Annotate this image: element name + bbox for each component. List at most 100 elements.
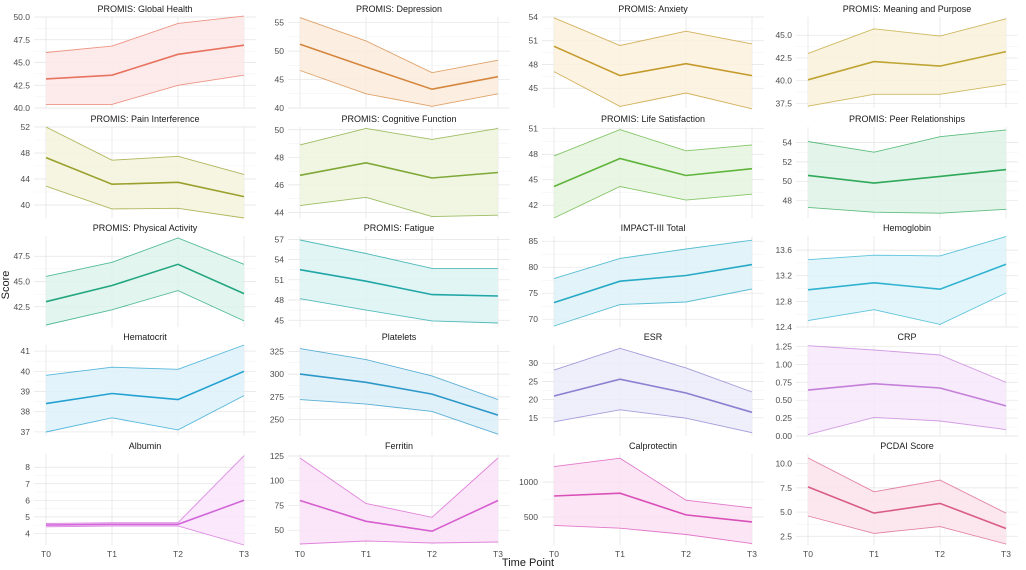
- y-tick-label: 75: [275, 500, 285, 510]
- y-tick-label: 48: [275, 152, 285, 162]
- lower-bound-line: [46, 74, 245, 105]
- ci-ribbon: [808, 129, 1006, 214]
- panel-title: PROMIS: Cognitive Function: [341, 114, 456, 124]
- y-tick-label: 5.0: [780, 507, 792, 517]
- mean-line: [807, 486, 1007, 530]
- y-tick-label: 75: [529, 288, 539, 298]
- y-tick-label: 54: [783, 137, 793, 147]
- lower-bound-line: [299, 70, 499, 107]
- y-tick-label: 0.75: [775, 377, 792, 387]
- y-tick-label: 25: [529, 376, 539, 386]
- y-tick-label: 42.5: [13, 302, 30, 312]
- panel-17: Albumin 4 5 6 7 8 T0 T1 T2 T3: [25, 441, 256, 559]
- y-tick-label: 12.4: [775, 322, 792, 332]
- lower-bound-line: [45, 525, 245, 546]
- mean-line: [553, 492, 753, 523]
- mean-line: [807, 168, 1007, 184]
- y-tick-label: 13.2: [775, 271, 792, 281]
- panel-title: IMPACT-III Total: [621, 223, 686, 233]
- lower-bound-line: [553, 524, 753, 545]
- y-tick-label: 0.50: [775, 395, 792, 405]
- panel-13: Hematocrit 37 38 39 40 41: [21, 332, 256, 437]
- x-axis-label: Time Point: [502, 557, 554, 569]
- mean-line: [45, 156, 245, 198]
- panel-19: Calprotectin 500 1000 T0 T1 T2 T3: [519, 441, 764, 559]
- y-tick-label: 20: [529, 395, 539, 405]
- panel-title: PROMIS: Physical Activity: [93, 223, 198, 233]
- upper-bound-line: [807, 129, 1007, 153]
- y-axis-label: Score: [0, 271, 12, 300]
- upper-bound-line: [553, 17, 753, 46]
- panel-1: PROMIS: Global Health 40.0 42.5 45.0 47.5 50.…: [13, 4, 256, 113]
- ci-ribbon: [554, 240, 752, 326]
- upper-bound-line: [299, 457, 499, 518]
- upper-bound-line: [45, 15, 245, 53]
- lower-bound-line: [45, 395, 245, 433]
- lower-bound-line: [299, 298, 499, 324]
- panel-title: Ferritin: [385, 441, 413, 451]
- y-tick-label: 37: [21, 427, 31, 437]
- panel-title: PROMIS: Life Satisfaction: [601, 114, 705, 124]
- y-tick-label: 80: [529, 262, 539, 272]
- y-tick-label: 44: [21, 174, 31, 184]
- y-tick-label: 6: [25, 495, 30, 505]
- upper-bound-line: [553, 457, 753, 509]
- panel-14: Platelets 250 275 300 325: [270, 332, 510, 436]
- y-tick-label: 500: [524, 512, 538, 522]
- y-tick-label: 12.8: [775, 296, 792, 306]
- x-tick-label: T3: [239, 549, 249, 559]
- panel-title: Hematocrit: [123, 332, 167, 342]
- y-tick-label: 50: [783, 176, 793, 186]
- y-tick-label: 45.0: [775, 30, 792, 40]
- x-tick-label: T1: [869, 549, 879, 559]
- y-tick-label: 40.0: [775, 76, 792, 86]
- y-tick-label: 45: [275, 315, 285, 325]
- mean-line: [807, 263, 1007, 291]
- y-tick-label: 51: [529, 36, 539, 46]
- y-tick-label: 7: [25, 479, 30, 489]
- lower-bound-line: [553, 186, 753, 219]
- y-tick-label: 37.5: [775, 98, 792, 108]
- y-tick-label: 125: [270, 451, 284, 461]
- ci-ribbon: [46, 16, 244, 105]
- panel-18: Ferritin 50 75 100 125 T0 T1 T2 T3: [270, 441, 510, 559]
- ci-ribbon: [554, 17, 752, 109]
- y-tick-label: 40.0: [13, 103, 30, 113]
- y-tick-label: 45: [275, 75, 285, 85]
- y-tick-label: 48: [783, 196, 793, 206]
- y-tick-label: 50.0: [13, 12, 30, 22]
- panel-title: Platelets: [382, 332, 417, 342]
- panel-title: PROMIS: Meaning and Purpose: [843, 4, 972, 14]
- x-tick-label: T1: [107, 549, 117, 559]
- mean-line: [45, 263, 245, 303]
- mean-line: [553, 378, 753, 414]
- y-tick-label: 52: [21, 122, 31, 132]
- ci-ribbon: [46, 238, 244, 325]
- x-tick-label: T0: [803, 549, 813, 559]
- y-tick-label: 48: [21, 148, 31, 158]
- y-tick-label: 85: [529, 236, 539, 246]
- y-tick-label: 51: [529, 124, 539, 134]
- y-tick-label: 15: [529, 413, 539, 423]
- y-tick-label: 275: [270, 392, 284, 402]
- y-tick-label: 44: [275, 207, 285, 217]
- panel-10: PROMIS: Fatigue 45 48 51 54 57: [275, 223, 510, 327]
- lower-bound-line: [45, 290, 245, 326]
- upper-bound-line: [299, 17, 499, 74]
- y-tick-label: 300: [270, 369, 284, 379]
- mean-line: [299, 43, 499, 91]
- x-tick-label: T1: [361, 549, 371, 559]
- mean-line: [45, 499, 245, 526]
- upper-bound-line: [807, 236, 1007, 261]
- ci-ribbon: [808, 457, 1006, 544]
- upper-bound-line: [45, 455, 245, 524]
- panel-title: PROMIS: Depression: [356, 4, 442, 14]
- x-tick-label: T1: [615, 549, 625, 559]
- y-tick-label: 46: [275, 180, 285, 190]
- upper-bound-line: [45, 126, 245, 175]
- lower-bound-line: [807, 206, 1007, 214]
- y-tick-label: 100: [270, 476, 284, 486]
- y-tick-label: 42.5: [775, 53, 792, 63]
- mean-line: [299, 373, 499, 416]
